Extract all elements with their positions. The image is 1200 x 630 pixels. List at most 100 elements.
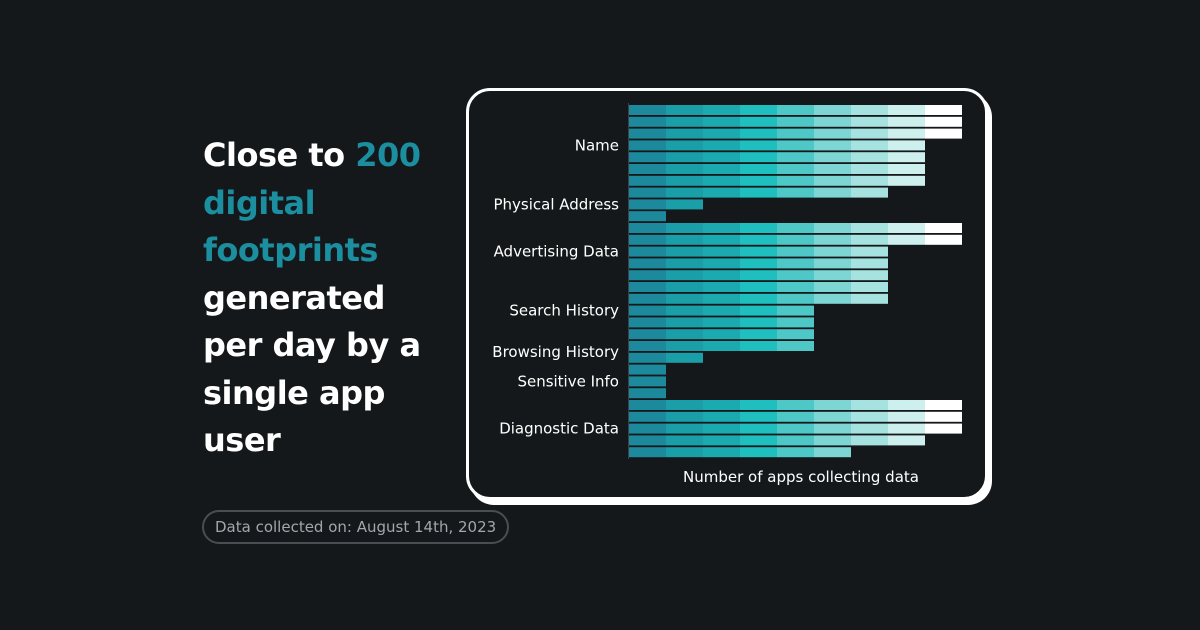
bar-segment [666,258,703,269]
bar-segment [777,246,814,257]
bar-segment [629,270,666,281]
bar-segment [629,388,666,399]
date-collected-badge: Data collected on: August 14th, 2023 [202,510,510,544]
bar-segment [666,234,703,245]
bar-segment [888,435,925,446]
bar-segment [629,140,666,151]
bar-segment [740,411,777,422]
bar-segment [814,140,851,151]
bar-segment [666,105,703,115]
bar-segment [629,411,666,422]
bar-segment [666,447,703,458]
bar-segment [888,423,925,434]
bar-segment [851,175,888,186]
bar-segment [888,164,925,174]
bar-segment [777,128,814,139]
bar-segment [740,258,777,269]
bar-segment [777,223,814,233]
bar-segment [851,411,888,422]
headline-part2: generated per day by a single app user [203,278,421,460]
bar-segment [851,152,888,163]
bar-segment [703,305,740,316]
bar-segment [703,341,740,351]
bar-segment [666,282,703,292]
bar-segment [740,329,777,340]
bar-segment [629,400,666,410]
bar-segment [814,282,851,292]
bar-segment [703,258,740,269]
bar-segment [851,128,888,139]
bar-segment [814,105,851,115]
bar-segment [925,234,962,245]
bar-segment [666,423,703,434]
headline: Close to 200 digital footprints generate… [203,132,443,465]
bar-segment [629,364,666,375]
bar-segment [666,140,703,151]
bar-segment [629,293,666,304]
bar-segment [814,223,851,233]
x-axis-title: Number of apps collecting data [683,468,919,486]
bar-segment [851,223,888,233]
bar-segment [629,187,666,198]
bar-segment [703,293,740,304]
bar-segment [777,423,814,434]
category-label: Diagnostic Data [499,420,619,438]
bar-segment [740,175,777,186]
bar-segment [777,152,814,163]
bar-segment [851,423,888,434]
bar-segment [703,317,740,328]
bar-segment [814,447,851,458]
bar-segment [629,105,666,115]
bar-segment [888,128,925,139]
bar-segment [777,105,814,115]
bar-segment [703,164,740,174]
bar-segment [740,317,777,328]
bar-segment [925,223,962,233]
bar-segment [740,246,777,257]
bar-segment [666,270,703,281]
bar-segment [740,293,777,304]
bar-segment [814,152,851,163]
bar-segment [740,400,777,410]
bar-segment [777,116,814,127]
bar-chart: Name Physical Address Advertising Data Sear… [492,103,962,486]
bar-segment [629,376,666,387]
bar-segment [703,234,740,245]
category-label: Name [575,136,619,154]
bar-segment [814,128,851,139]
bar-segment [703,329,740,340]
bar-segment [740,140,777,151]
bar-segment [777,282,814,292]
bar-segment [703,105,740,115]
bar-segment [814,258,851,269]
bar-segment [814,423,851,434]
bar-segment [666,317,703,328]
bar-segment [777,435,814,446]
bar-segment [666,116,703,127]
bar-segment [814,270,851,281]
bar-segment [851,116,888,127]
bar-segment [814,175,851,186]
bar-segment [666,223,703,233]
bar-segment [814,435,851,446]
bar-segment [666,305,703,316]
bar-segment [777,305,814,316]
bar-segment [666,329,703,340]
bar-segment [814,400,851,410]
chart-card: Name Physical Address Advertising Data Sear… [466,88,988,500]
bar-segment [629,116,666,127]
bar-segment [814,234,851,245]
bar-segment [703,400,740,410]
bar-segment [629,447,666,458]
bar-segment [777,293,814,304]
bar-segment [851,293,888,304]
bar-segment [777,317,814,328]
bar-segment [925,105,962,115]
bar-segment [629,423,666,434]
bar-segment [740,423,777,434]
bar-segment [666,246,703,257]
bar-segment [629,234,666,245]
bar-segment [888,223,925,233]
bar-segment [888,400,925,410]
bar-segment [666,293,703,304]
